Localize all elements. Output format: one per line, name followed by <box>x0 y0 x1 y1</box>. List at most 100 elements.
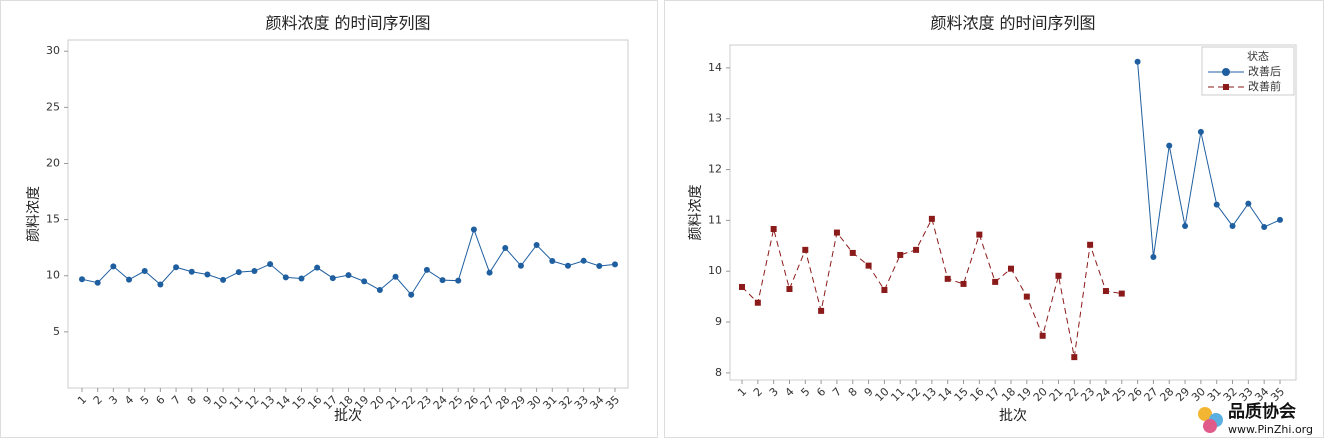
y-axis-label: 颜料浓度 <box>688 185 704 241</box>
point <box>455 277 462 284</box>
point <box>1118 290 1125 297</box>
point <box>913 246 920 253</box>
watermark: 品质协会 www.PinZhi.org <box>1198 401 1313 436</box>
point <box>881 287 888 294</box>
point <box>564 262 571 269</box>
point <box>1055 272 1062 279</box>
point <box>470 226 477 233</box>
point <box>267 261 274 268</box>
point <box>376 286 383 293</box>
watermark-url: www.PinZhi.org <box>1228 423 1313 436</box>
point <box>110 263 117 270</box>
point <box>345 272 352 279</box>
legend-title: 状态 <box>1247 49 1269 63</box>
y-tick-label: 14 <box>708 61 722 74</box>
point <box>960 280 967 287</box>
point <box>1166 142 1173 149</box>
point <box>754 299 761 306</box>
point <box>188 268 195 275</box>
point <box>802 246 809 253</box>
point <box>1229 222 1236 229</box>
point <box>173 264 180 271</box>
legend-marker <box>1223 84 1229 90</box>
y-tick-label: 15 <box>46 213 60 226</box>
point <box>786 286 793 293</box>
point <box>486 269 493 276</box>
watermark-title: 品质协会 <box>1228 401 1296 422</box>
point <box>612 261 618 268</box>
point <box>157 281 164 288</box>
y-axis-label: 颜料浓度 <box>26 186 42 242</box>
point <box>818 307 825 314</box>
y-tick-label: 30 <box>46 44 60 57</box>
series-line <box>1137 61 1281 258</box>
point <box>392 273 399 280</box>
point <box>282 274 289 281</box>
point <box>596 262 603 269</box>
y-tick-label: 10 <box>708 264 722 277</box>
point <box>865 262 872 269</box>
point <box>1277 216 1283 223</box>
x-axis-label: 批次 <box>999 408 1027 424</box>
legend-marker <box>1222 68 1230 76</box>
point <box>1087 241 1094 248</box>
point <box>361 278 368 285</box>
y-tick-label: 8 <box>715 366 722 379</box>
point <box>580 257 587 264</box>
point <box>502 245 509 252</box>
point <box>220 276 227 283</box>
point <box>992 278 999 285</box>
point <box>1102 288 1109 295</box>
point <box>1245 200 1252 207</box>
point <box>1261 223 1268 230</box>
legend-box <box>1201 46 1295 96</box>
point <box>1071 354 1078 361</box>
y-tick-label: 5 <box>53 325 60 338</box>
point <box>251 268 258 275</box>
point <box>897 251 904 258</box>
y-tick-label: 13 <box>708 112 722 125</box>
point <box>770 226 777 233</box>
point <box>408 291 415 298</box>
point <box>849 249 856 256</box>
point <box>1150 253 1157 260</box>
point <box>1023 293 1030 300</box>
point <box>204 271 211 278</box>
plot-area <box>729 44 1297 381</box>
point <box>1182 222 1189 229</box>
point <box>126 276 133 283</box>
y-tick-label: 9 <box>715 315 722 328</box>
point <box>1134 58 1141 65</box>
point <box>549 258 556 265</box>
point <box>298 275 305 282</box>
legend-label: 改善后 <box>1248 64 1281 78</box>
logo <box>1198 407 1212 421</box>
point <box>1039 332 1046 339</box>
point <box>833 229 840 236</box>
y-tick-label: 10 <box>46 269 60 282</box>
point <box>928 215 935 222</box>
point <box>94 279 101 286</box>
point <box>423 266 430 273</box>
y-tick-label: 12 <box>708 163 722 176</box>
x-axis-label: 批次 <box>334 408 362 424</box>
point <box>235 269 242 276</box>
point <box>533 241 540 248</box>
point <box>329 275 336 282</box>
chart-title: 颜料浓度 的时间序列图 <box>930 14 1095 33</box>
legend-label: 改善前 <box>1248 79 1281 93</box>
point <box>1213 201 1220 208</box>
y-tick-label: 11 <box>708 213 722 226</box>
point <box>141 268 148 275</box>
point <box>1008 265 1014 272</box>
point <box>976 231 983 238</box>
y-tick-label: 20 <box>46 156 60 169</box>
point <box>79 276 85 283</box>
point <box>314 264 321 271</box>
chart-title: 颜料浓度 的时间序列图 <box>265 14 430 33</box>
point <box>1197 128 1204 135</box>
point <box>439 277 446 284</box>
point <box>517 262 524 269</box>
y-tick-label: 25 <box>46 100 60 113</box>
